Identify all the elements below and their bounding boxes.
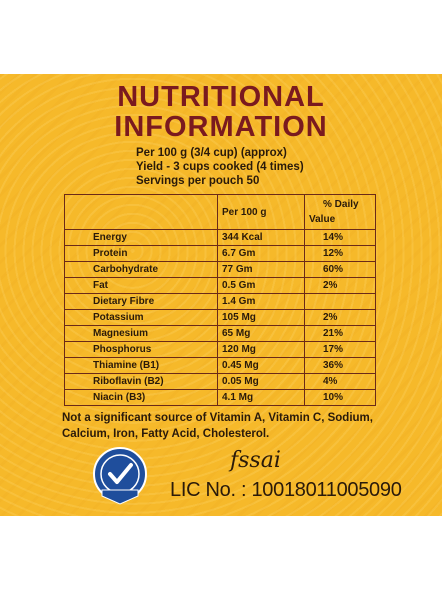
nutrient-daily-value: 14%	[304, 229, 376, 246]
table-row: Dietary Fibre 1.4 Gm	[64, 293, 376, 310]
nutrition-panel: NUTRITIONAL INFORMATION Per 100 g (3/4 c…	[0, 74, 442, 516]
table-row: Phosphorus 120 Mg 17%	[64, 341, 376, 358]
nutrient-amount: 65 Mg	[217, 325, 305, 342]
nutrient-name: Fat	[64, 277, 218, 294]
table-header-row: Per 100 g % Daily Value	[64, 194, 376, 230]
nutrient-amount: 77 Gm	[217, 261, 305, 278]
nutrient-name: Carbohydrate	[64, 261, 218, 278]
nutrient-name: Protein	[64, 245, 218, 262]
table-row: Protein 6.7 Gm 12%	[64, 245, 376, 262]
nutrient-amount: 0.05 Mg	[217, 373, 305, 390]
header-per-100g: Per 100 g	[217, 194, 305, 230]
header-daily-value: % Daily Value	[304, 194, 376, 230]
nutrient-name: Potassium	[64, 309, 218, 326]
table-row: Carbohydrate 77 Gm 60%	[64, 261, 376, 278]
table-row: Thiamine (B1) 0.45 Mg 36%	[64, 357, 376, 374]
title-line-2: INFORMATION	[114, 111, 328, 143]
serving-size: Per 100 g (3/4 cup) (approx)	[136, 147, 287, 159]
nutrient-amount: 1.4 Gm	[217, 293, 305, 310]
table-row: Magnesium 65 Mg 21%	[64, 325, 376, 342]
table-row: Fat 0.5 Gm 2%	[64, 277, 376, 294]
insignificant-sources-note: Not a significant source of Vitamin A, V…	[62, 412, 373, 440]
nutrient-name: Phosphorus	[64, 341, 218, 358]
nutrient-daily-value: 4%	[304, 373, 376, 390]
nutrient-daily-value: 12%	[304, 245, 376, 262]
nutrient-daily-value: 60%	[304, 261, 376, 278]
nutrient-daily-value: 17%	[304, 341, 376, 358]
certification-badge-icon	[93, 447, 147, 505]
title-line-1: NUTRITIONAL	[117, 81, 325, 113]
nutrient-daily-value: 21%	[304, 325, 376, 342]
nutrient-amount: 105 Mg	[217, 309, 305, 326]
nutrient-daily-value: 2%	[304, 277, 376, 294]
nutrient-name: Niacin (B3)	[64, 389, 218, 406]
nutrient-amount: 344 Kcal	[217, 229, 305, 246]
nutrient-amount: 0.45 Mg	[217, 357, 305, 374]
table-row: Energy 344 Kcal 14%	[64, 229, 376, 246]
nutrient-daily-value	[304, 293, 376, 310]
nutrient-name: Thiamine (B1)	[64, 357, 218, 374]
nutrient-amount: 0.5 Gm	[217, 277, 305, 294]
nutrient-daily-value: 10%	[304, 389, 376, 406]
nutrient-amount: 4.1 Mg	[217, 389, 305, 406]
table-row: Riboflavin (B2) 0.05 Mg 4%	[64, 373, 376, 390]
servings-per-pouch: Servings per pouch 50	[136, 175, 260, 187]
nutrient-daily-value: 36%	[304, 357, 376, 374]
serving-info: Per 100 g (3/4 cup) (approx) Yield - 3 c…	[136, 146, 304, 188]
nutrient-name: Energy	[64, 229, 218, 246]
nutrient-amount: 120 Mg	[217, 341, 305, 358]
nutrition-table: Per 100 g % Daily Value Energy 344 Kcal 14…	[64, 194, 376, 406]
license-number: LIC No. : 10018011005090	[170, 479, 402, 501]
fssai-logo: fssai	[230, 448, 281, 473]
table-row: Potassium 105 Mg 2%	[64, 309, 376, 326]
nutrient-name: Magnesium	[64, 325, 218, 342]
nutrient-name: Riboflavin (B2)	[64, 373, 218, 390]
nutrient-name: Dietary Fibre	[64, 293, 218, 310]
table-row: Niacin (B3) 4.1 Mg 10%	[64, 389, 376, 406]
nutrient-daily-value: 2%	[304, 309, 376, 326]
nutrient-amount: 6.7 Gm	[217, 245, 305, 262]
serving-yield: Yield - 3 cups cooked (4 times)	[136, 161, 304, 173]
header-nutrient	[64, 194, 218, 230]
